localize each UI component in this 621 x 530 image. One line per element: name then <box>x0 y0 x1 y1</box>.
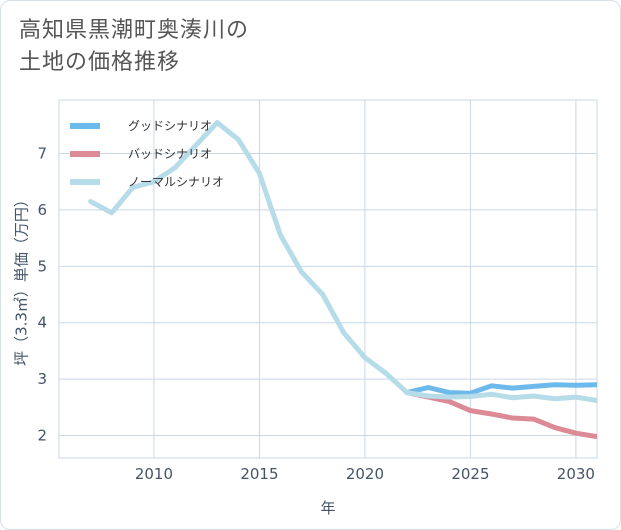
series-line-bad <box>404 390 597 440</box>
chart-title-line-2: 土地の価格推移 <box>19 50 181 75</box>
plot-frame <box>58 99 598 459</box>
x-tick-label-2020: 2020 <box>346 465 384 483</box>
y-tick-label-4: 4 <box>37 314 47 332</box>
y-tick-label-6: 6 <box>37 201 47 219</box>
x-tick-label-2025: 2025 <box>451 465 489 483</box>
legend-label-bad: バッドシナリオ <box>128 147 212 161</box>
series <box>88 120 597 440</box>
y-tick-label-2: 2 <box>37 426 47 444</box>
series-line-good <box>404 382 597 396</box>
chart-title-line-1: 高知県黒潮町奥湊川の <box>19 18 250 43</box>
y-tick-label-7: 7 <box>37 145 47 163</box>
series-line-normal <box>88 120 597 403</box>
legend-label-good: グッドシナリオ <box>128 119 212 133</box>
x-tick-label-2015: 2015 <box>240 465 278 483</box>
axis-ticks: 2010 2015 2020 2025 2030 2 3 4 5 6 7 <box>37 145 595 483</box>
x-tick-label-2010: 2010 <box>135 465 173 483</box>
y-axis-title: 坪（3.3㎡）単価（万円） <box>13 192 31 366</box>
legend-label-normal: ノーマルシナリオ <box>128 175 224 189</box>
x-axis-title: 年 <box>320 499 335 517</box>
grid <box>59 100 597 458</box>
y-tick-label-5: 5 <box>37 257 47 275</box>
y-tick-label-3: 3 <box>37 370 47 388</box>
chart-title: 高知県黒潮町奥湊川の 土地の価格推移 <box>19 15 249 79</box>
x-tick-label-2030: 2030 <box>557 465 595 483</box>
